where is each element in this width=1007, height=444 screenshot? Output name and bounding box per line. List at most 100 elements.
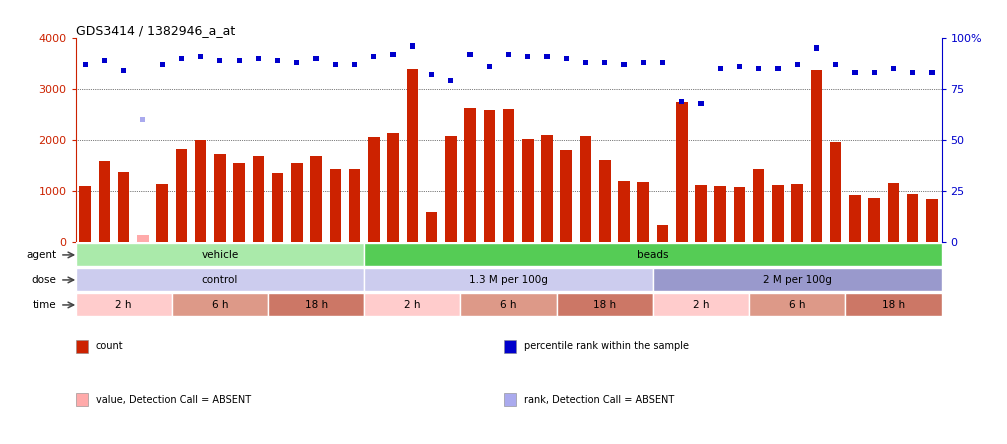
Text: 2 h: 2 h xyxy=(693,300,709,310)
Bar xyxy=(99,161,110,242)
Bar xyxy=(522,139,534,242)
Point xyxy=(251,55,267,62)
Bar xyxy=(137,235,149,242)
Point xyxy=(558,55,574,62)
Text: rank, Detection Call = ABSENT: rank, Detection Call = ABSENT xyxy=(524,395,674,404)
Bar xyxy=(156,183,168,242)
Bar xyxy=(618,181,629,242)
Point xyxy=(655,59,671,66)
Text: control: control xyxy=(201,275,238,285)
Point xyxy=(366,52,382,59)
Bar xyxy=(460,293,557,317)
Point xyxy=(539,52,555,59)
Point xyxy=(211,57,228,64)
Bar xyxy=(445,136,456,242)
Text: 2 M per 100g: 2 M per 100g xyxy=(762,275,832,285)
Bar xyxy=(907,194,918,242)
Point xyxy=(520,52,536,59)
Bar xyxy=(830,142,842,242)
Text: beads: beads xyxy=(637,250,669,260)
Bar xyxy=(291,163,303,242)
Text: 2 h: 2 h xyxy=(116,300,132,310)
Text: 18 h: 18 h xyxy=(593,300,616,310)
Bar xyxy=(80,186,91,242)
Bar xyxy=(561,151,572,242)
Point xyxy=(635,59,652,66)
Bar xyxy=(653,293,749,317)
Text: dose: dose xyxy=(31,275,56,285)
Point xyxy=(462,51,478,58)
Point xyxy=(577,59,593,66)
Bar xyxy=(580,136,591,242)
Point xyxy=(270,57,286,64)
Point xyxy=(308,55,324,62)
Bar xyxy=(175,149,187,242)
Point xyxy=(885,65,901,72)
Point xyxy=(789,61,806,68)
Bar xyxy=(368,137,380,242)
Point xyxy=(923,69,940,76)
Text: 1.3 M per 100g: 1.3 M per 100g xyxy=(469,275,548,285)
Point xyxy=(327,61,343,68)
Text: vehicle: vehicle xyxy=(201,250,239,260)
Bar xyxy=(868,198,880,242)
Text: 6 h: 6 h xyxy=(500,300,517,310)
Text: 2 h: 2 h xyxy=(404,300,421,310)
Point xyxy=(674,98,690,105)
Point xyxy=(770,65,786,72)
Bar xyxy=(172,293,268,317)
Bar xyxy=(76,293,172,317)
Point xyxy=(289,59,305,66)
Point xyxy=(116,67,132,74)
Point xyxy=(750,65,766,72)
Bar xyxy=(483,110,495,242)
Point xyxy=(712,65,728,72)
Point xyxy=(346,61,363,68)
Point xyxy=(500,51,517,58)
Bar xyxy=(753,169,764,242)
Bar xyxy=(272,173,283,242)
Point xyxy=(78,61,94,68)
Bar xyxy=(118,172,130,242)
Bar xyxy=(599,159,610,242)
Bar xyxy=(637,182,650,242)
Bar xyxy=(76,243,365,266)
Bar xyxy=(76,269,365,291)
Text: agent: agent xyxy=(26,250,56,260)
Point xyxy=(828,61,844,68)
Bar xyxy=(348,169,361,242)
Bar xyxy=(365,293,460,317)
Point xyxy=(731,63,747,70)
Point xyxy=(231,57,247,64)
Bar xyxy=(887,183,899,242)
Text: 18 h: 18 h xyxy=(304,300,327,310)
Text: GDS3414 / 1382946_a_at: GDS3414 / 1382946_a_at xyxy=(76,24,235,36)
Bar xyxy=(845,293,942,317)
Bar xyxy=(541,135,553,242)
Bar xyxy=(734,187,745,242)
Text: percentile rank within the sample: percentile rank within the sample xyxy=(524,341,689,351)
Text: value, Detection Call = ABSENT: value, Detection Call = ABSENT xyxy=(96,395,251,404)
Point xyxy=(404,42,420,49)
Point xyxy=(192,52,208,59)
Point xyxy=(443,77,459,84)
Bar xyxy=(811,71,823,242)
Bar xyxy=(253,156,264,242)
Point xyxy=(135,116,151,123)
Bar xyxy=(426,212,437,242)
Point xyxy=(597,59,613,66)
Bar xyxy=(676,102,688,242)
Bar xyxy=(234,163,245,242)
Point xyxy=(154,61,170,68)
Bar xyxy=(329,169,341,242)
Bar xyxy=(194,139,206,242)
Point xyxy=(693,100,709,107)
Bar xyxy=(464,108,476,242)
Point xyxy=(866,69,882,76)
Bar xyxy=(926,199,938,242)
Bar xyxy=(365,269,653,291)
Bar xyxy=(695,185,707,242)
Point xyxy=(97,57,113,64)
Text: count: count xyxy=(96,341,123,351)
Point xyxy=(481,63,497,70)
